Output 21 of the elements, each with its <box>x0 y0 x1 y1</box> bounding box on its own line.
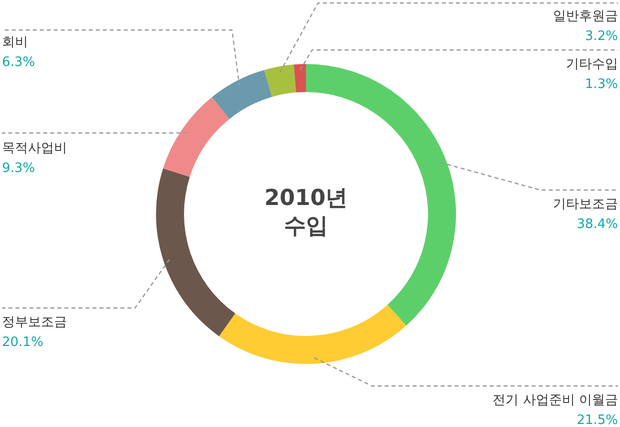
data-label: 20.1% <box>2 335 44 350</box>
data-label: 6.3% <box>2 55 36 70</box>
text: 2010년 수입 <box>264 186 348 239</box>
data-label: 1.3% <box>584 77 618 92</box>
slice-label: 일반후원금 <box>553 9 618 24</box>
slice-label: 기타수입 <box>566 57 618 72</box>
donut-slice <box>219 304 406 364</box>
data-label: 3.2% <box>584 29 618 44</box>
donut-slice <box>156 168 236 336</box>
donut-slice <box>264 64 296 97</box>
slice-label: 목적사업비 <box>2 141 67 156</box>
data-label: 38.4% <box>576 217 618 232</box>
donut-slice <box>212 70 272 119</box>
slice-label: 전기 사업준비 이월금 <box>492 393 618 408</box>
data-label: 21.5% <box>576 413 618 427</box>
donut-slice <box>163 97 230 177</box>
data-label: 9.3% <box>2 161 36 176</box>
slice-label: 기타보조금 <box>553 197 618 212</box>
slice-label: 회비 <box>2 35 28 50</box>
donut-slice <box>294 64 306 92</box>
slice-label: 정부보조금 <box>2 315 67 330</box>
